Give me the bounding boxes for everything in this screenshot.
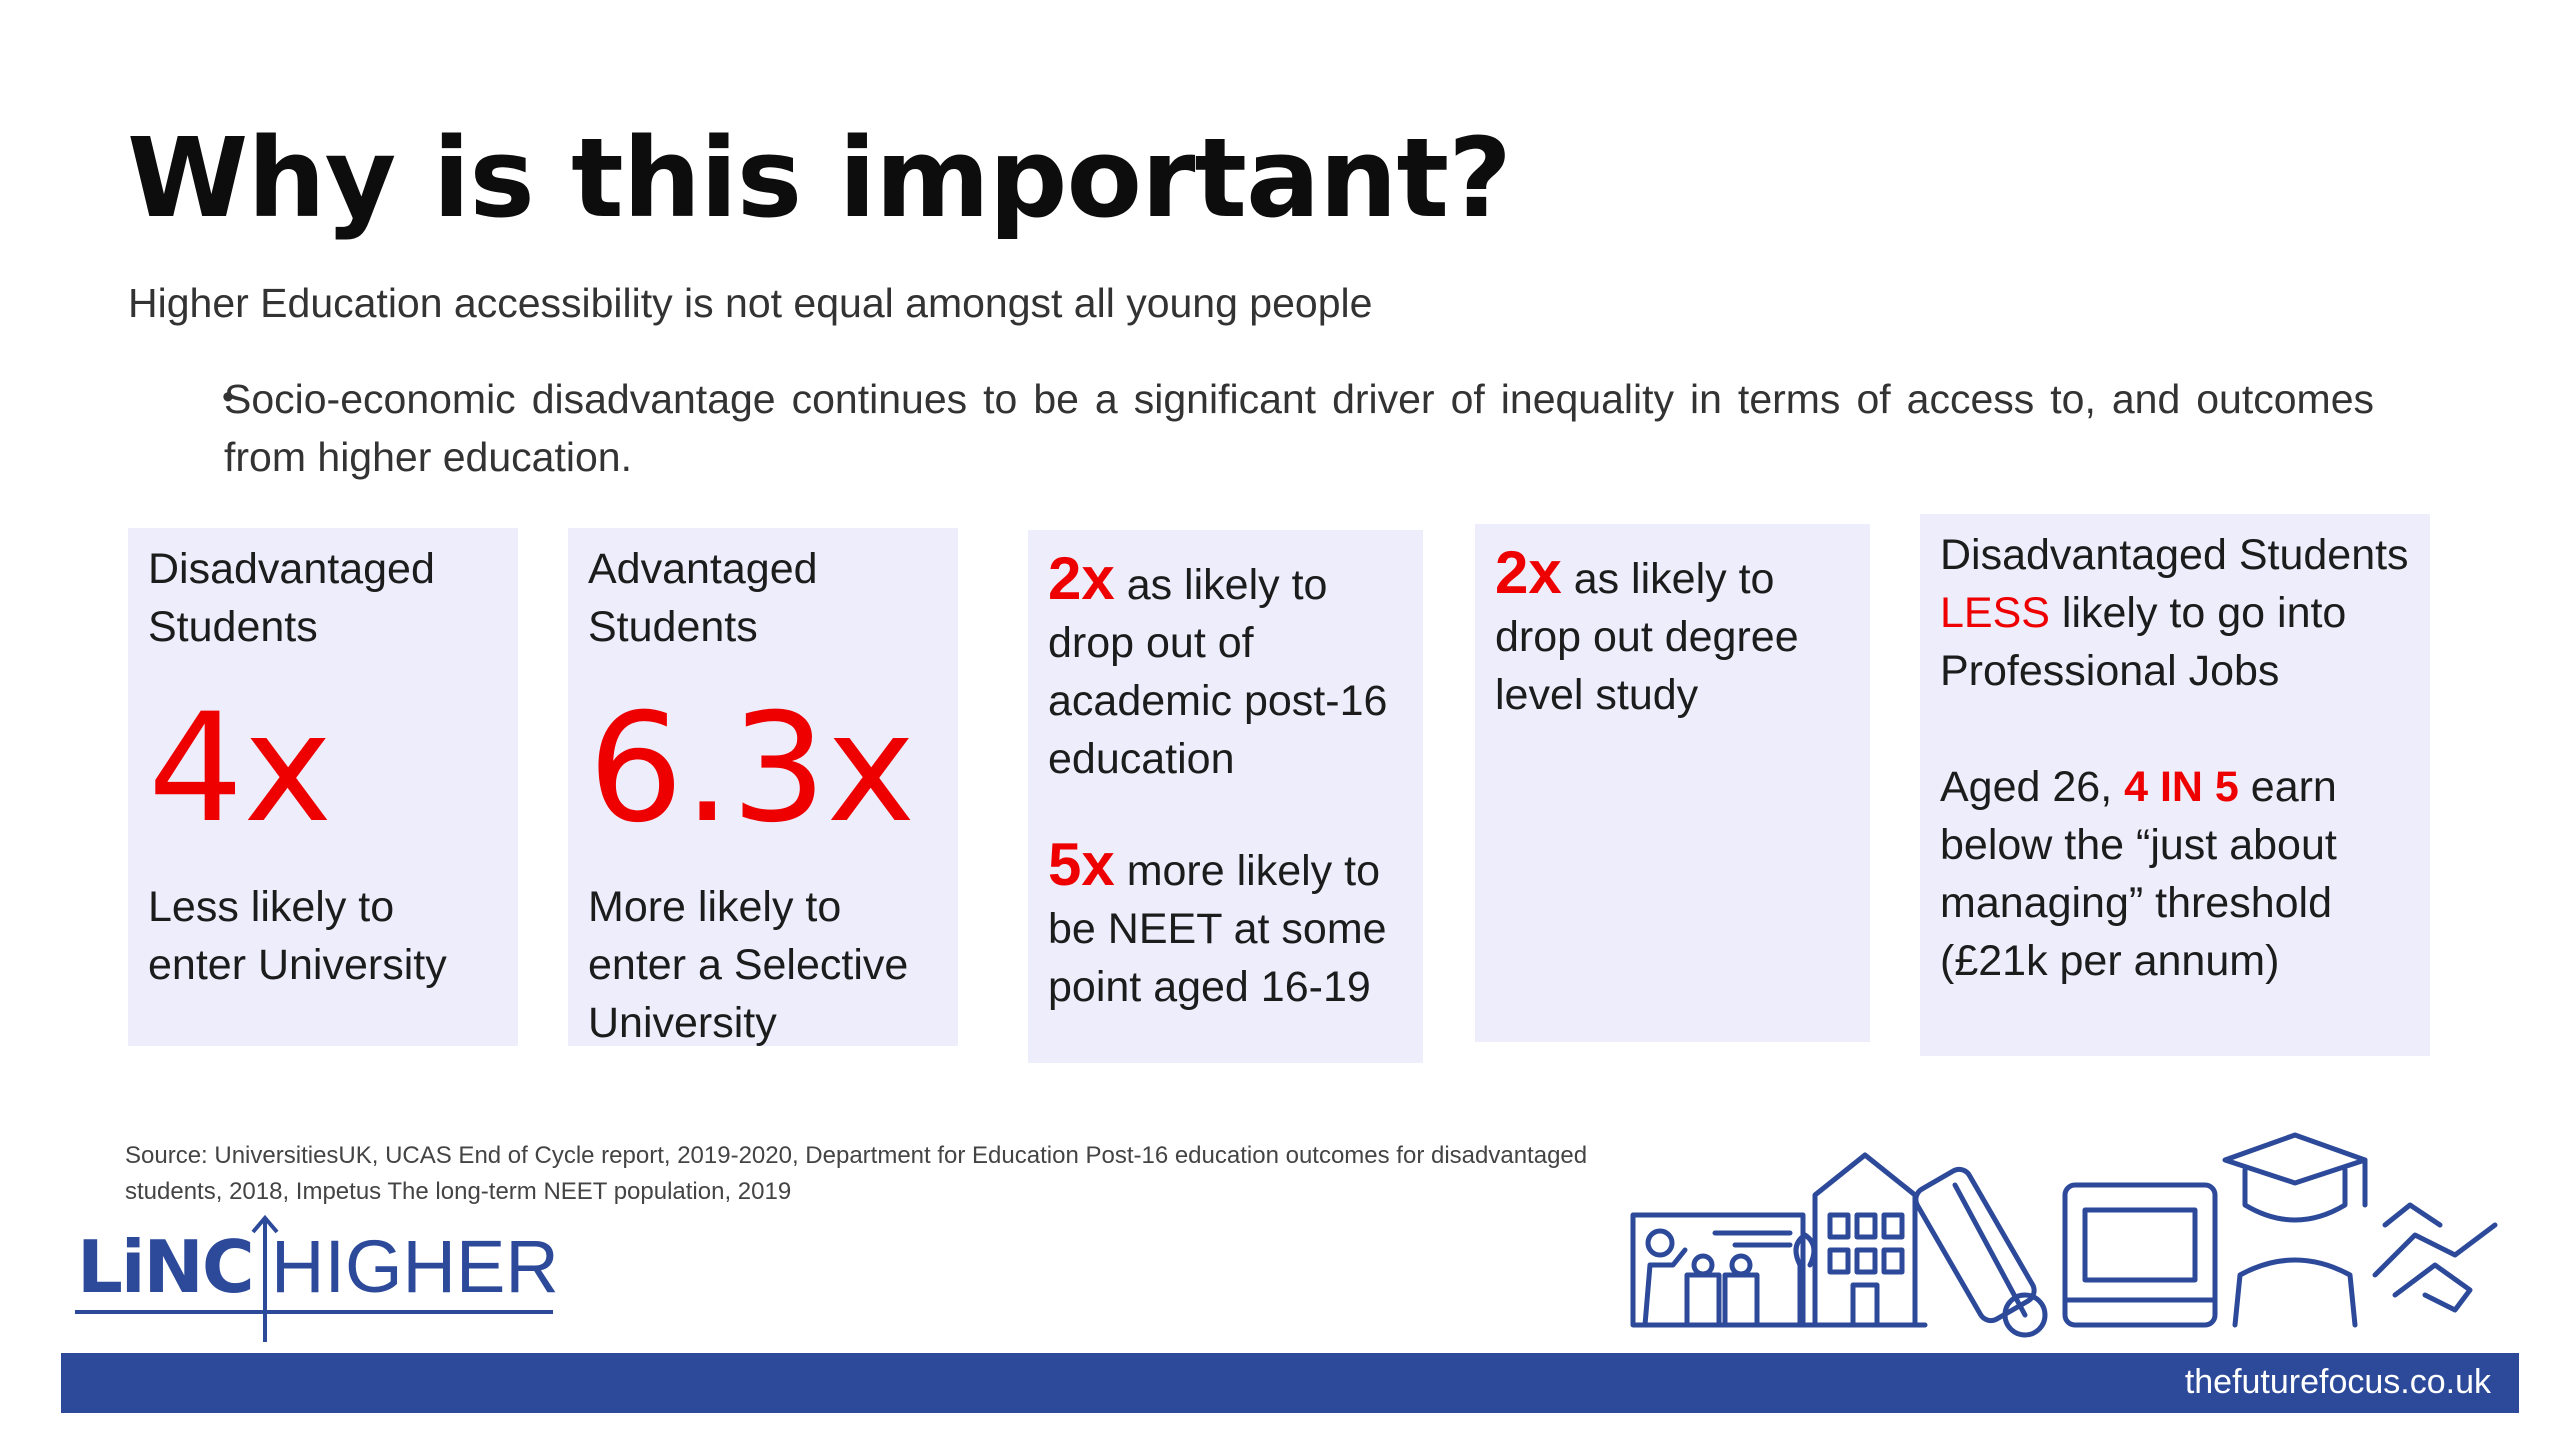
card-heading: Advantaged Students [588,545,818,651]
stat-text: Aged 26, [1940,763,2125,811]
classroom-icon [1630,1212,1806,1328]
subtitle: Higher Education accessibility is not eq… [128,280,1373,326]
logo-text-linc: LiNC [77,1225,253,1309]
footer-bar: thefuturefocus.co.uk [61,1353,2519,1413]
stat-dropout: 2x as likely to drop out of academic pos… [1048,549,1403,788]
stat-text-rest: be NEET at some point aged 16-19 [1048,905,1387,1011]
stat-card-professional-jobs: Disadvantaged Students LESS likely to go… [1920,514,2430,1056]
graduate-icon [2222,1132,2368,1328]
less-highlight: LESS [1940,589,2050,637]
bullet-point: Socio-economic disadvantage continues to… [224,376,2374,480]
source-citation: Source: UniversitiesUK, UCAS End of Cycl… [125,1142,1588,1205]
stat-card-disadvantaged: Disadvantaged Students 4x Less likely to… [128,528,518,1046]
stat-text: as likely to [1114,561,1328,609]
stat-text: Disadvantaged Students [1940,531,2409,579]
page-title: Why is this important? [127,114,1512,242]
stat-text: more likely to [1114,847,1380,895]
card-figure: 4x [148,682,333,856]
card-caption: More likely to enter a Selective Univers… [588,883,909,1047]
stat-text: likely to go into Professional Jobs [1940,589,2347,695]
multiplier: 2x [1495,539,1562,606]
bullet-marker: • [222,378,234,416]
card-heading: Disadvantaged Students [148,545,435,651]
education-illustration [1630,1132,2498,1338]
stat-text-rest: drop out of academic post-16 education [1048,619,1388,783]
book-icon [2062,1182,2218,1328]
stat-neet: 5x more likely to be NEET at some point … [1048,835,1403,1016]
ratio-highlight: 4 IN 5 [2124,763,2239,811]
earnings-statement: Aged 26, 4 IN 5 earn below the “just abo… [1940,758,2410,990]
stat-card-degree-dropout: 2x as likely to drop out degree level st… [1475,524,1870,1042]
jobs-statement: Disadvantaged Students LESS likely to go… [1940,526,2410,700]
linc-higher-logo: LiNC HIGHER [75,1214,559,1342]
footer-url[interactable]: thefuturefocus.co.uk [2184,1363,2491,1401]
handshake-icon [2372,1202,2498,1313]
stat-text: earn below the “just about managing” thr… [1940,763,2337,985]
multiplier: 2x [1048,545,1115,612]
stat-card-advantaged: Advantaged Students 6.3x More likely to … [568,528,958,1047]
stat-card-dropout-neet: 2x as likely to drop out of academic pos… [1028,530,1423,1063]
stat-text-rest: drop out degree level study [1495,613,1799,719]
stat-text: as likely to [1561,555,1775,603]
card-figure: 6.3x [588,682,916,856]
multiplier: 5x [1048,831,1115,898]
card-caption: Less likely to enter University [148,883,447,989]
logo-text-higher: HIGHER [271,1225,559,1308]
diploma-scroll-icon [1913,1166,2048,1338]
school-building-icon [1772,1152,1928,1328]
